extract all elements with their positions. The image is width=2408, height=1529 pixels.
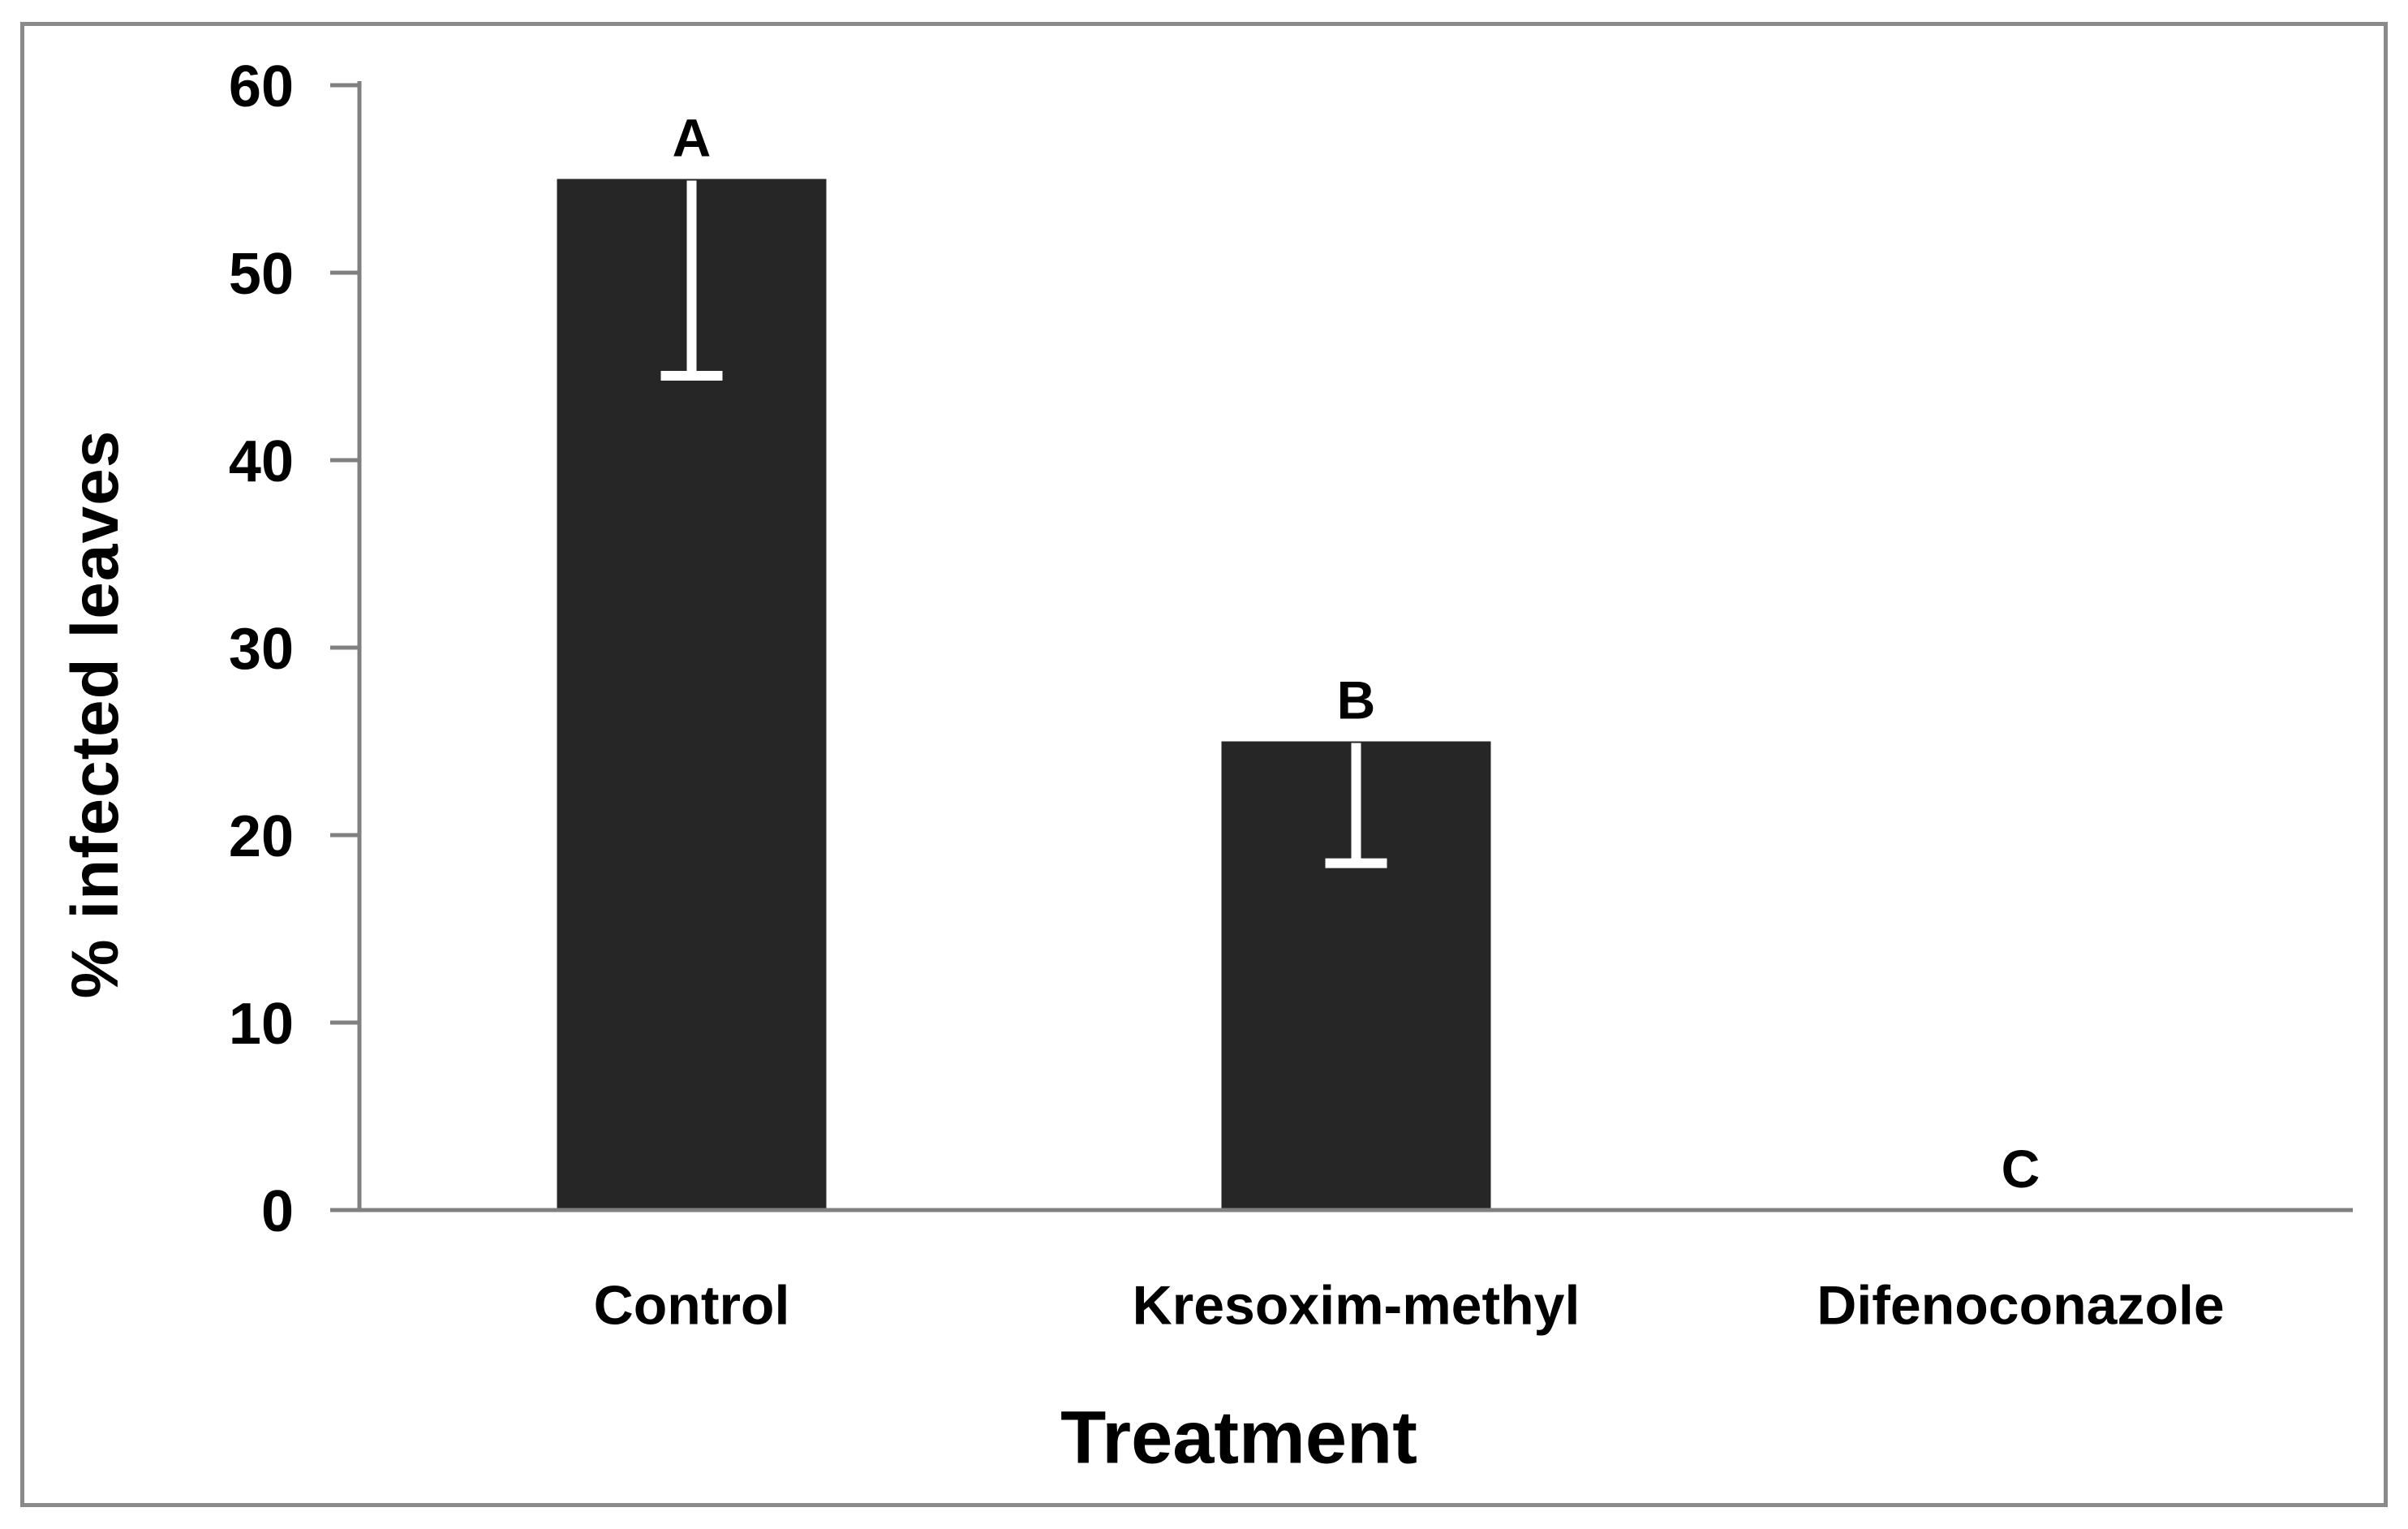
bar-letter: B [1337, 670, 1376, 730]
category-label: Kresoxim-methyl [1133, 1274, 1580, 1336]
y-tick-label: 30 [229, 617, 294, 682]
y-tick-label: 50 [229, 242, 294, 307]
chart-frame [20, 22, 2388, 1507]
x-axis-title: Treatment [1060, 1396, 1417, 1479]
category-label: Control [594, 1274, 790, 1336]
bar-letter: C [2002, 1139, 2040, 1199]
y-tick-label: 40 [229, 429, 294, 494]
category-label: Difenoconazole [1817, 1274, 2225, 1336]
bar-letter: A [673, 108, 712, 168]
y-tick-label: 20 [229, 804, 294, 869]
y-tick-label: 10 [229, 992, 294, 1057]
y-tick-label: 60 [229, 54, 294, 119]
y-axis-title: % infected leaves [58, 429, 132, 999]
y-tick-label: 0 [261, 1179, 294, 1244]
